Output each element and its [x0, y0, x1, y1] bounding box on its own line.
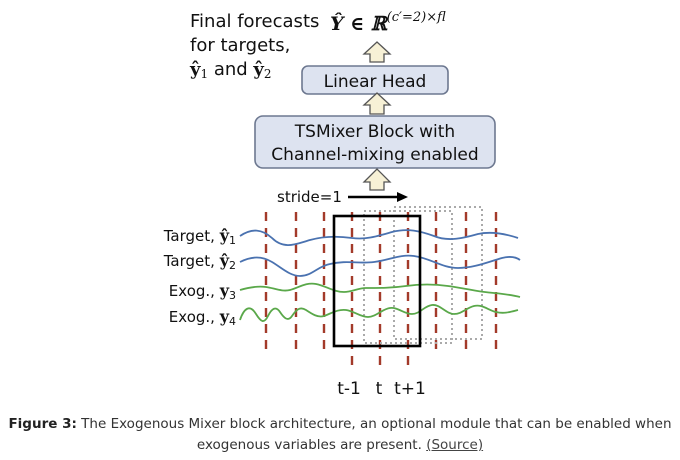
stride-arrow	[348, 192, 408, 202]
arrow-to-linear-head	[362, 92, 392, 115]
series-label-target-1: Target, ŷ1	[163, 226, 236, 247]
forecast-label-line1: Final forecasts	[190, 11, 319, 32]
caption-text: The Exogenous Mixer block architecture, …	[76, 416, 672, 453]
forecast-targets: ŷ1 and ŷ2	[189, 59, 272, 81]
forecast-label-line2: for targets,	[190, 35, 290, 56]
series-curve-target-1	[239, 229, 519, 246]
tsmixer-block-box: TSMixer Block with Channel-mixing enable…	[254, 115, 496, 169]
arrow-to-output	[362, 41, 392, 63]
tsmixer-label-line2: Channel-mixing enabled	[271, 145, 478, 165]
series-curve-exog-3	[239, 282, 521, 298]
linear-head-box: Linear Head	[301, 65, 449, 95]
window-t-plus-2	[393, 206, 483, 340]
time-label-t: t	[376, 379, 383, 399]
time-step-dashed-lines	[264, 212, 498, 370]
tsmixer-label-line1: TSMixer Block with	[294, 122, 455, 142]
series-label-exog-3: Exog., y3	[169, 281, 236, 302]
caption-label: Figure 3:	[8, 416, 77, 432]
output-formula: Ŷ ∈ ℝ(c′=2)×fl	[330, 10, 446, 35]
series-curves	[239, 229, 521, 322]
architecture-diagram: Final forecasts for targets, ŷ1 and ŷ2 Ŷ…	[163, 10, 521, 399]
series-label-exog-4: Exog., y4	[169, 307, 236, 328]
time-label-t-plus-1: t+1	[394, 379, 426, 399]
window-current	[332, 214, 422, 348]
series-labels: Target, ŷ1 Target, ŷ2 Exog., y3 Exog., y…	[163, 226, 236, 328]
time-label-t-minus-1: t-1	[337, 379, 361, 399]
linear-head-label: Linear Head	[324, 72, 427, 92]
figure-caption: Figure 3: The Exogenous Mixer block arch…	[0, 414, 680, 456]
source-link[interactable]: (Source)	[426, 437, 484, 453]
series-curve-exog-4	[239, 304, 519, 322]
arrow-to-tsmixer	[362, 168, 392, 191]
series-label-target-2: Target, ŷ2	[163, 251, 236, 272]
time-labels: t-1 t t+1	[337, 379, 426, 399]
series-curve-target-2	[239, 254, 521, 277]
stride-label: stride=1	[277, 188, 342, 206]
sliding-windows	[363, 206, 483, 344]
